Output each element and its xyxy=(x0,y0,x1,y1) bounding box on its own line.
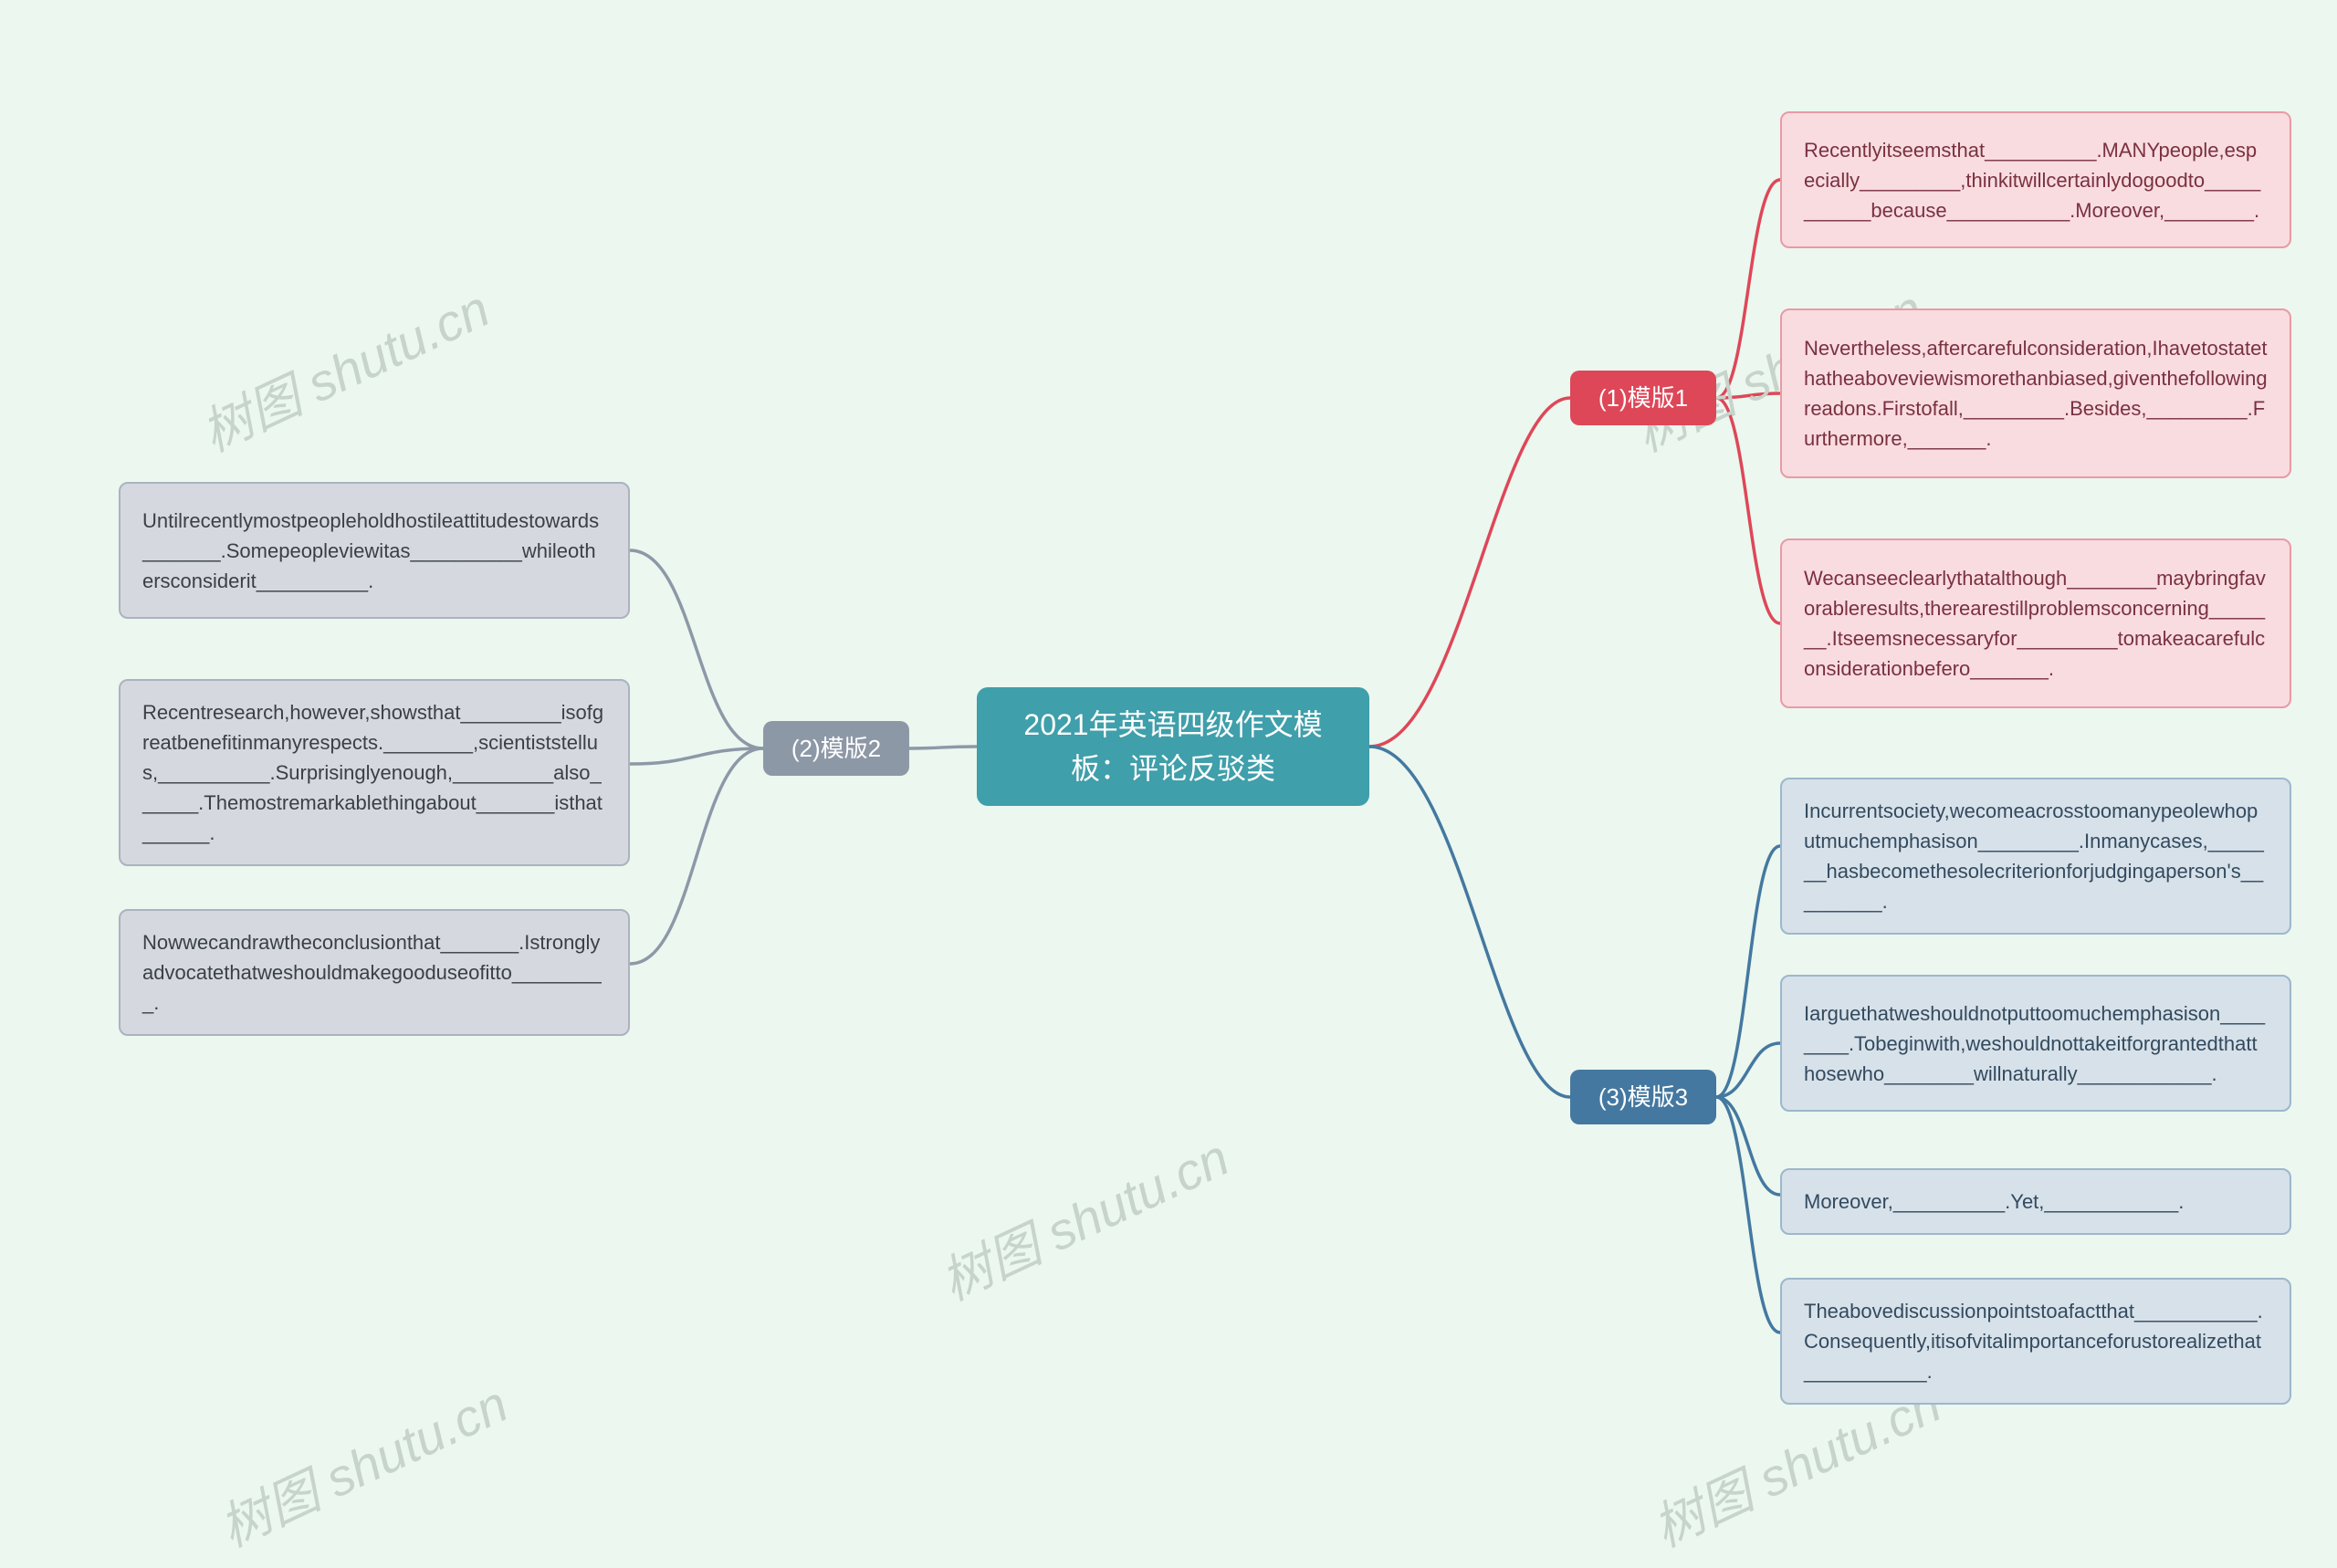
leaf-b2-1: Recentresearch,however,showsthat________… xyxy=(119,679,630,866)
leaf-b1-1: Nevertheless,aftercarefulconsideration,I… xyxy=(1780,308,2291,478)
leaf-b1-2: Wecanseeclearlythatalthough________maybr… xyxy=(1780,538,2291,708)
branch-template-1: (1)模版1 xyxy=(1570,371,1716,425)
branch-template-3: (3)模版3 xyxy=(1570,1070,1716,1124)
leaf-b2-2: Nowwecandrawtheconclusionthat_______.Ist… xyxy=(119,909,630,1036)
branch-template-2: (2)模版2 xyxy=(763,721,909,776)
leaf-b3-1: Iarguethatweshouldnotputtoomuchemphasiso… xyxy=(1780,975,2291,1112)
leaf-b1-0: Recentlyitseemsthat__________.MANYpeople… xyxy=(1780,111,2291,248)
watermark: 树图 shutu.cn xyxy=(206,1364,519,1562)
leaf-b3-3: Theabovediscussionpointstoafactthat_____… xyxy=(1780,1278,2291,1405)
leaf-b2-0: Untilrecentlymostpeopleholdhostileattitu… xyxy=(119,482,630,619)
leaf-b3-2: Moreover,__________.Yet,____________. xyxy=(1780,1168,2291,1235)
watermark: 树图 shutu.cn xyxy=(927,1117,1240,1315)
leaf-b3-0: Incurrentsociety,wecomeacrosstoomanypeol… xyxy=(1780,778,2291,935)
center-node: 2021年英语四级作文模板：评论反驳类 xyxy=(977,687,1369,806)
watermark: 树图 shutu.cn xyxy=(188,268,500,466)
